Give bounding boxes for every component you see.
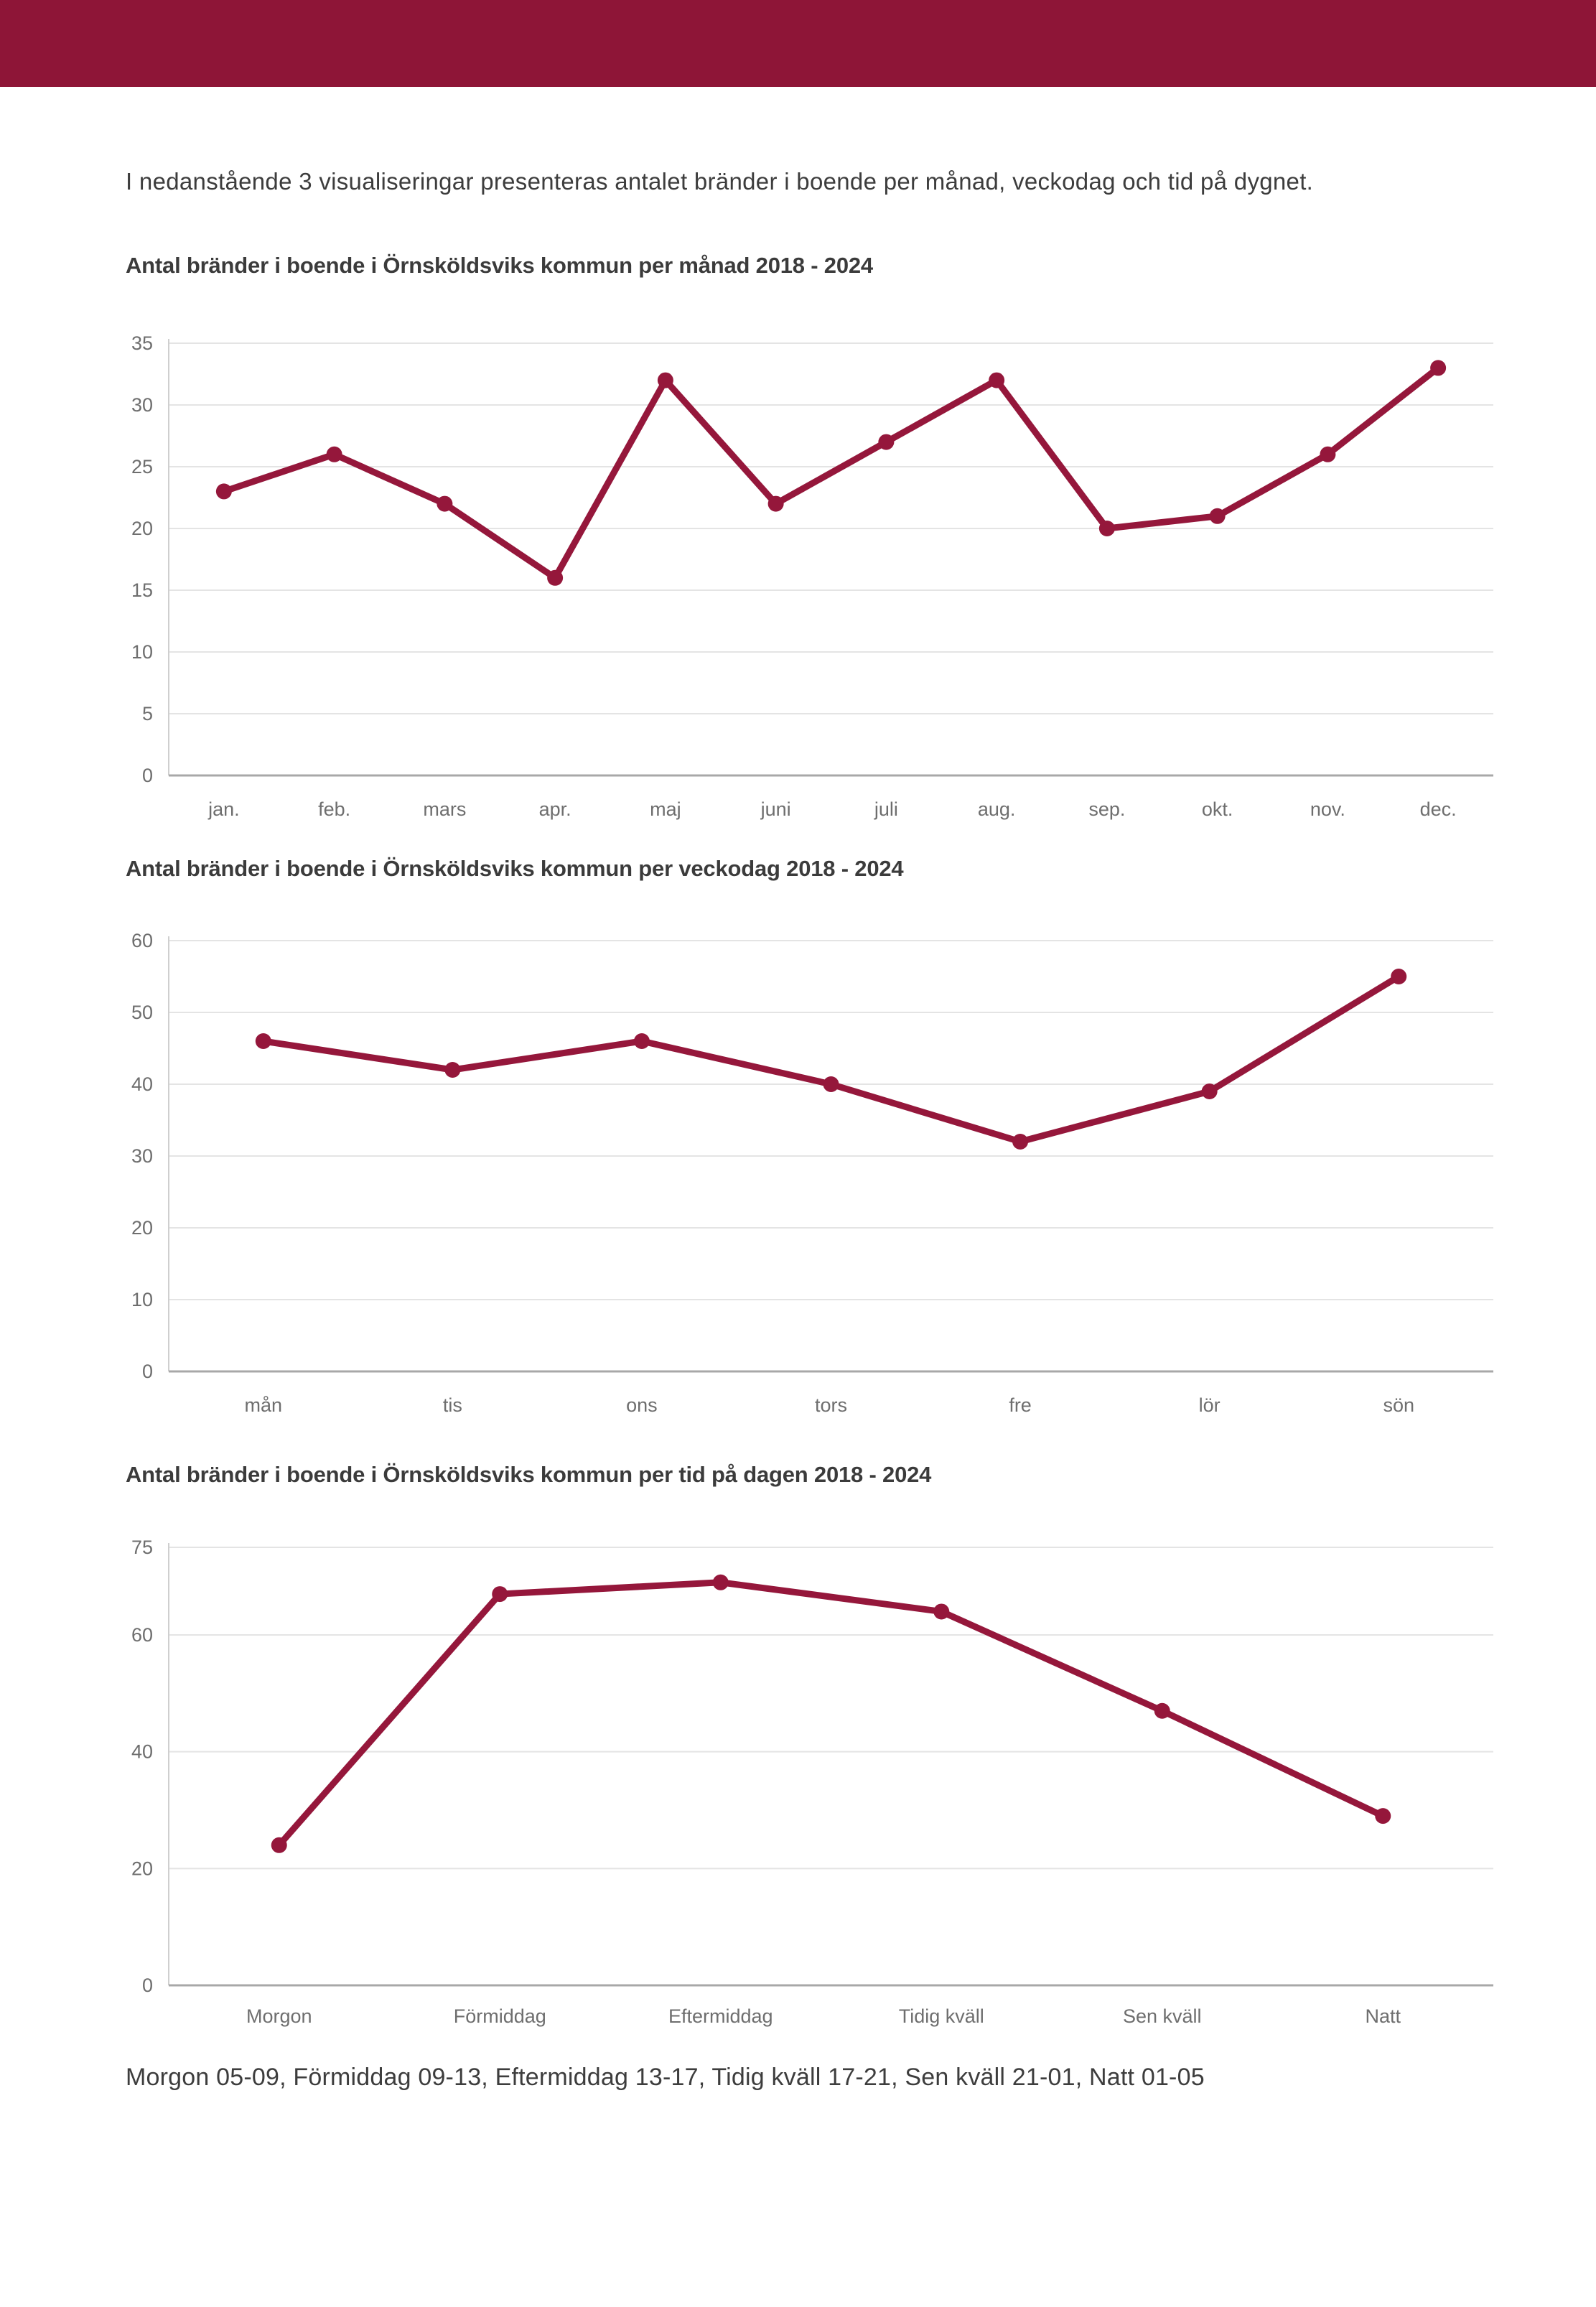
data-point [1012, 1134, 1029, 1150]
chart-time-of-day-canvas: 0 20 40 60 75 Morgon Förmiddag Eftermiddag Tidig… [131, 1537, 1493, 2027]
time-ranges-note: Morgon 05-09, Förmiddag 09-13, Eftermidd… [126, 2064, 1205, 2091]
data-point [1154, 1702, 1170, 1719]
x-tick-label: tis [443, 1394, 462, 1416]
y-tick-label: 20 [131, 518, 153, 539]
y-tick-label: 60 [131, 930, 153, 951]
x-tick-label: okt. [1202, 798, 1233, 820]
data-point [271, 1837, 287, 1853]
x-tick-label: maj [650, 798, 681, 820]
series-line [260, 973, 1402, 1145]
y-tick-label: 10 [131, 1289, 153, 1310]
chart-weekday-title: Antal bränder i boende i Örnsköldsviks k… [126, 856, 904, 881]
x-tick-label: juni [760, 798, 791, 820]
top-banner [0, 0, 1596, 87]
data-point [1430, 360, 1447, 376]
x-tick-label: Sen kväll [1123, 2005, 1202, 2027]
chart-monthly-canvas: 0 5 10 15 20 25 30 35 jan. feb. mars apr. maj juni jul… [131, 332, 1493, 820]
data-point [712, 1574, 729, 1590]
y-tick-label: 0 [142, 1361, 153, 1382]
intro-text: I nedanstående 3 visualiseringar present… [126, 168, 1314, 195]
data-point [1201, 1083, 1218, 1099]
data-point [1098, 521, 1115, 536]
x-tick-label: dec. [1420, 798, 1457, 820]
y-tick-label: 20 [131, 1858, 153, 1879]
data-point [657, 372, 673, 388]
data-point [255, 1033, 271, 1049]
y-tick-label: 40 [131, 1741, 153, 1763]
y-tick-label: 35 [131, 332, 153, 354]
x-tick-label: Förmiddag [454, 2005, 546, 2027]
data-point [326, 446, 342, 462]
x-tick-label: lör [1199, 1394, 1221, 1416]
data-point [492, 1586, 508, 1603]
data-point [547, 569, 564, 586]
x-tick-label: Eftermiddag [668, 2005, 773, 2027]
x-tick-label: Natt [1365, 2005, 1401, 2027]
data-point [1320, 446, 1336, 462]
y-tick-label: 20 [131, 1217, 153, 1239]
x-tick-label: Morgon [246, 2005, 312, 2027]
data-point [1209, 508, 1226, 524]
y-tick-label: 25 [131, 456, 153, 477]
series-line [276, 1579, 1386, 1849]
data-point [1375, 1808, 1391, 1824]
x-tick-label: ons [626, 1394, 658, 1416]
y-tick-label: 60 [131, 1624, 153, 1646]
data-point [437, 495, 453, 512]
y-tick-label: 30 [131, 1145, 153, 1167]
x-tick-label: sep. [1088, 798, 1125, 820]
y-tick-label: 50 [131, 1002, 153, 1023]
x-tick-label: mars [423, 798, 466, 820]
chart-monthly-title: Antal bränder i boende i Örnsköldsviks k… [126, 253, 873, 278]
x-tick-label: juli [874, 798, 898, 820]
data-point [1391, 969, 1407, 984]
x-tick-label: jan. [207, 798, 240, 820]
x-tick-label: tors [815, 1394, 847, 1416]
x-tick-label: apr. [539, 798, 571, 820]
x-tick-label: sön [1383, 1394, 1414, 1416]
y-tick-label: 5 [142, 703, 153, 724]
chart-weekday-canvas: 0 10 20 30 40 50 60 mån tis ons tors fre lör sön [131, 930, 1493, 1416]
data-point [444, 1062, 461, 1078]
chart-time-of-day-title: Antal bränder i boende i Örnsköldsviks k… [126, 1462, 932, 1487]
x-tick-label: mån [245, 1394, 283, 1416]
x-tick-label: Tidig kväll [899, 2005, 984, 2027]
x-tick-label: fre [1009, 1394, 1032, 1416]
y-tick-label: 10 [131, 641, 153, 663]
series-line [220, 364, 1442, 582]
data-point [878, 434, 895, 450]
data-point [823, 1076, 839, 1092]
x-tick-label: aug. [978, 798, 1016, 820]
data-point [767, 495, 784, 512]
y-tick-label: 75 [131, 1537, 153, 1558]
y-tick-label: 30 [131, 394, 153, 416]
data-point [933, 1603, 950, 1620]
y-tick-label: 0 [142, 765, 153, 786]
x-tick-label: nov. [1310, 798, 1345, 820]
data-point [215, 483, 232, 500]
y-tick-label: 40 [131, 1073, 153, 1095]
y-tick-label: 15 [131, 579, 153, 601]
data-point [633, 1033, 650, 1049]
data-point [989, 372, 1005, 388]
x-tick-label: feb. [318, 798, 350, 820]
y-tick-label: 0 [142, 1975, 153, 1996]
